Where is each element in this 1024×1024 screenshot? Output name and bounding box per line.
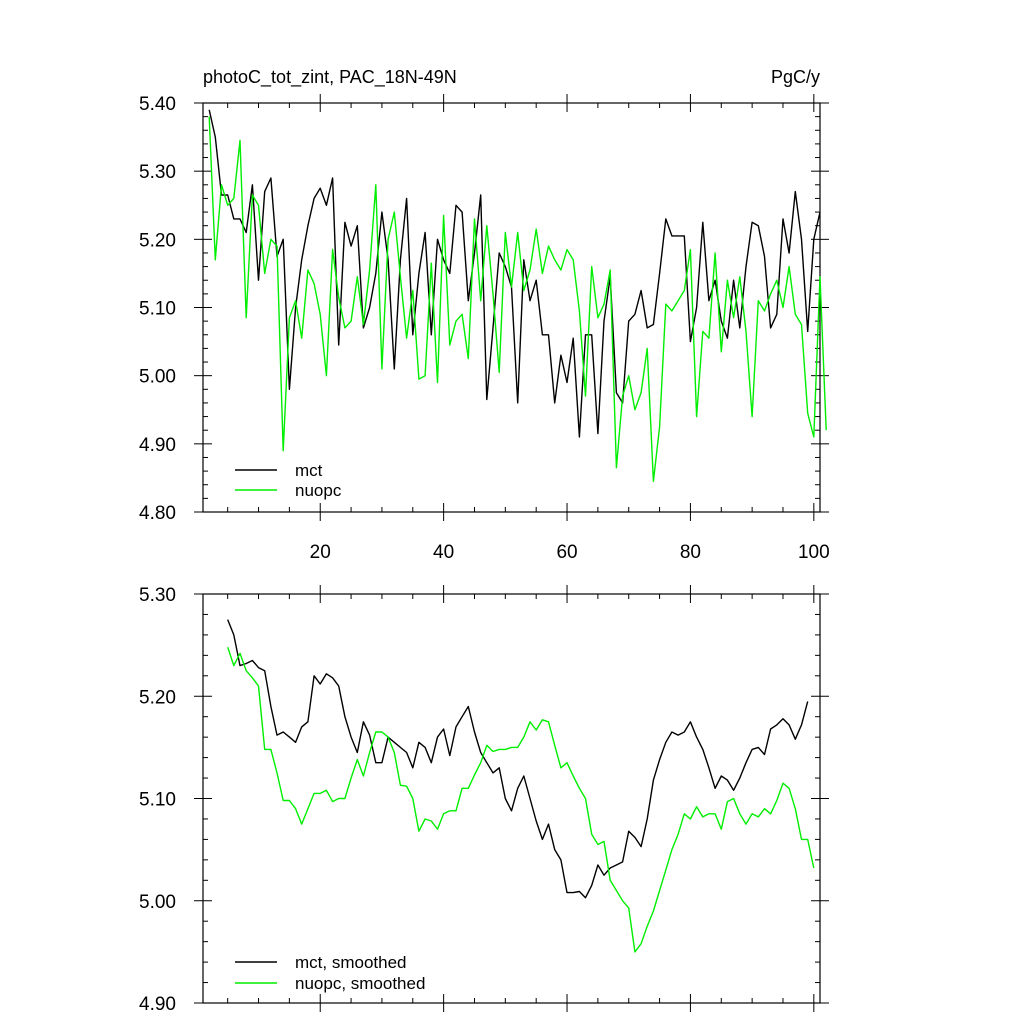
chart-title: photoC_tot_zint, PAC_18N-49N	[203, 67, 457, 88]
series-lines	[208, 109, 827, 482]
series-line-1	[227, 646, 815, 953]
x-tick-label: 40	[433, 542, 454, 563]
x-tick-label: 60	[556, 542, 577, 563]
x-tick-label: 100	[798, 542, 830, 563]
x-tick-label: 80	[680, 542, 701, 563]
legend-label: nuopc	[295, 481, 342, 500]
axis-ticks: 20 40 60 80 100 4.80 4.90 5.00 5.10 5.20 5.30 5.40	[139, 94, 830, 563]
y-tick-label: 5.20	[139, 230, 176, 251]
series-line-0	[227, 619, 809, 899]
y-tick-label: 5.00	[139, 892, 176, 913]
legend: mct, smoothed nuopc, smoothed	[235, 953, 425, 993]
y-tick-label: 5.30	[139, 162, 176, 183]
plot-frame	[202, 593, 821, 1004]
y-tick-label: 4.90	[139, 435, 176, 456]
y-tick-label: 5.30	[139, 585, 176, 606]
x-tick-label: 20	[310, 542, 331, 563]
axis-ticks: 4.90 5.00 5.10 5.20 5.30	[139, 585, 829, 1015]
legend-label: mct	[295, 461, 323, 480]
bottom-panel: 4.90 5.00 5.10 5.20 5.30 mct, smoothed nuopc,…	[139, 585, 829, 1015]
y-tick-label: 5.40	[139, 94, 176, 115]
series-line-1	[208, 116, 827, 482]
y-tick-label: 4.80	[139, 503, 176, 524]
units-label: PgC/y	[771, 67, 820, 87]
y-tick-label: 5.10	[139, 790, 176, 811]
series-line-0	[208, 109, 821, 438]
y-tick-label: 5.10	[139, 299, 176, 320]
top-panel: photoC_tot_zint, PAC_18N-49N PgC/y 20 40 6…	[139, 67, 830, 563]
legend-label: mct, smoothed	[295, 953, 407, 972]
series-lines	[227, 619, 815, 953]
y-tick-label: 5.20	[139, 687, 176, 708]
y-tick-label: 4.90	[139, 994, 176, 1015]
legend-label: nuopc, smoothed	[295, 974, 425, 993]
y-tick-label: 5.00	[139, 367, 176, 388]
